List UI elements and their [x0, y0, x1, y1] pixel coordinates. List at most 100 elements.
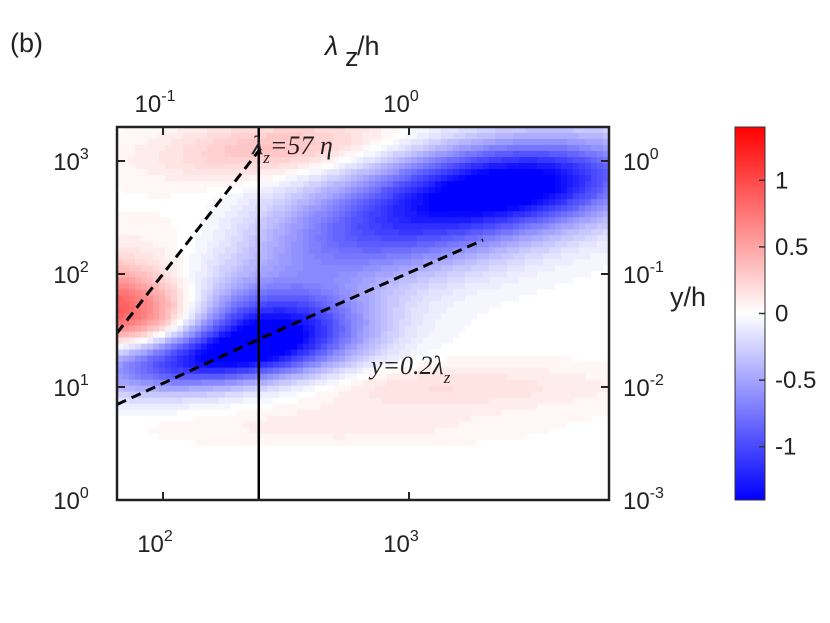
- heatmap-cell: [297, 217, 304, 224]
- heatmap-cell: [423, 241, 430, 248]
- heatmap-cell: [309, 427, 316, 435]
- heatmap-cell: [117, 145, 124, 152]
- heatmap-cell: [207, 253, 214, 260]
- heatmap-cell: [291, 337, 298, 345]
- heatmap-cell: [531, 337, 538, 345]
- heatmap-cell: [225, 229, 232, 236]
- heatmap-cell: [153, 427, 160, 435]
- heatmap-cell: [459, 487, 466, 495]
- heatmap-cell: [237, 391, 244, 399]
- heatmap-cell: [219, 169, 226, 176]
- heatmap-cell: [279, 469, 286, 477]
- heatmap-cell: [531, 379, 538, 387]
- heatmap-cell: [543, 199, 550, 206]
- heatmap-cell: [471, 349, 478, 357]
- heatmap-cell: [333, 283, 340, 291]
- heatmap-cell: [141, 217, 148, 224]
- heatmap-cell: [351, 313, 358, 321]
- heatmap-cell: [267, 169, 274, 176]
- heatmap-cell: [435, 367, 442, 375]
- heatmap-cell: [489, 487, 496, 495]
- heatmap-cell: [159, 469, 166, 477]
- heatmap-cell: [483, 295, 490, 303]
- heatmap-cell: [525, 241, 532, 248]
- heatmap-cell: [129, 481, 136, 489]
- heatmap-cell: [243, 193, 250, 200]
- heatmap-cell: [297, 361, 304, 369]
- heatmap-cell: [507, 313, 514, 321]
- heatmap-cell: [447, 277, 454, 285]
- heatmap-cell: [561, 211, 568, 218]
- heatmap-cell: [315, 181, 322, 188]
- heatmap-cell: [561, 373, 568, 381]
- heatmap-cell: [537, 493, 544, 500]
- heatmap-cell: [339, 199, 346, 206]
- heatmap-cell: [189, 283, 196, 291]
- heatmap-cell: [507, 445, 514, 453]
- heatmap-cell: [555, 457, 562, 465]
- heatmap-cell: [393, 451, 400, 459]
- heatmap-cell: [531, 403, 538, 411]
- heatmap-cell: [351, 343, 358, 351]
- heatmap-cell: [453, 235, 460, 242]
- heatmap-cell: [177, 259, 184, 266]
- heatmap-cell: [435, 211, 442, 218]
- heatmap-cell: [579, 235, 586, 242]
- heatmap-cell: [369, 379, 376, 387]
- heatmap-cell: [495, 175, 502, 182]
- heatmap-cell: [573, 331, 580, 339]
- heatmap-cell: [237, 427, 244, 435]
- heatmap-cell: [429, 253, 436, 260]
- heatmap-cell: [207, 217, 214, 224]
- heatmap-cell: [315, 487, 322, 495]
- heatmap-cell: [165, 205, 172, 212]
- heatmap-cell: [327, 211, 334, 218]
- heatmap-cell: [291, 187, 298, 194]
- heatmap-cell: [375, 277, 382, 285]
- heatmap-cell: [375, 205, 382, 212]
- heatmap-cell: [495, 265, 502, 272]
- heatmap-cell: [177, 181, 184, 188]
- heatmap-cell: [351, 175, 358, 182]
- heatmap-cell: [495, 337, 502, 345]
- heatmap-cell: [405, 187, 412, 194]
- heatmap-cell: [303, 187, 310, 194]
- heatmap-cell: [429, 475, 436, 483]
- heatmap-cell: [453, 367, 460, 375]
- heatmap-cell: [165, 385, 172, 393]
- heatmap-cell: [381, 367, 388, 375]
- heatmap-cell: [423, 457, 430, 465]
- heatmap-cell: [315, 475, 322, 483]
- heatmap-cell: [525, 289, 532, 297]
- heatmap-cell: [453, 409, 460, 417]
- heatmap-cell: [519, 193, 526, 200]
- heatmap-cell: [453, 187, 460, 194]
- heatmap-cell: [309, 211, 316, 218]
- heatmap-cell: [429, 187, 436, 194]
- heatmap-cell: [249, 409, 256, 417]
- heatmap-cell: [273, 127, 280, 134]
- heatmap-cell: [261, 403, 268, 411]
- heatmap-cell: [309, 487, 316, 495]
- heatmap-cell: [495, 367, 502, 375]
- heatmap-cell: [261, 373, 268, 381]
- heatmap-cell: [219, 277, 226, 285]
- heatmap-cell: [399, 409, 406, 417]
- heatmap-cell: [429, 487, 436, 495]
- heatmap-cell: [381, 181, 388, 188]
- heatmap-cell: [201, 391, 208, 399]
- heatmap-cell: [201, 373, 208, 381]
- heatmap-cell: [561, 445, 568, 453]
- heatmap-cell: [315, 295, 322, 303]
- heatmap-cell: [333, 217, 340, 224]
- heatmap-cell: [339, 481, 346, 489]
- heatmap-cell: [285, 241, 292, 248]
- heatmap-cell: [231, 331, 238, 339]
- heatmap-cell: [315, 361, 322, 369]
- heatmap-cell: [213, 241, 220, 248]
- heatmap-cell: [153, 367, 160, 375]
- heatmap-cell: [387, 481, 394, 489]
- heatmap-cell: [135, 175, 142, 182]
- heatmap-cell: [267, 301, 274, 309]
- heatmap-cell: [567, 361, 574, 369]
